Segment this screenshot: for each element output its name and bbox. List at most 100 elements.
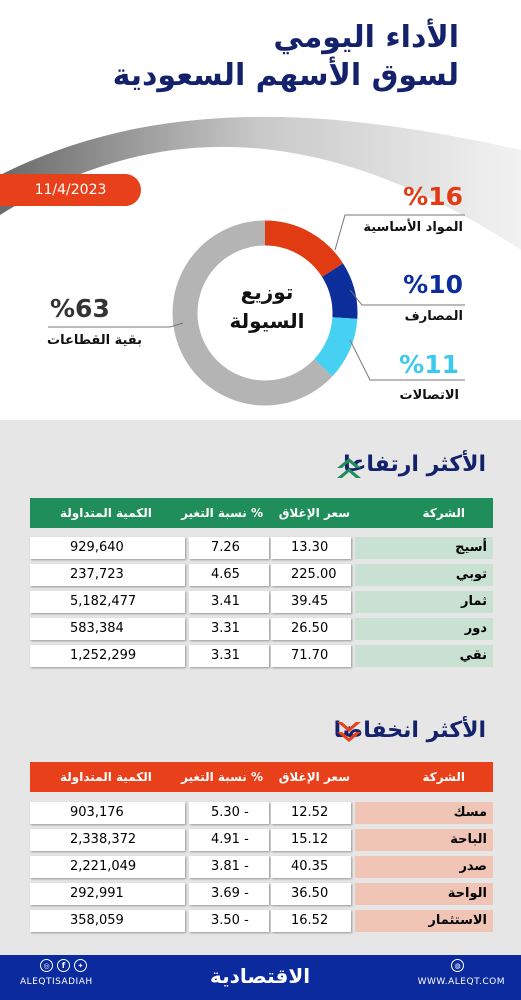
slice-label-banks: المصارف <box>404 309 463 324</box>
cell-close: 39.45 <box>271 591 351 613</box>
social-handle[interactable]: ALEQTISADIAH <box>20 977 93 987</box>
leader-line-others <box>48 322 184 328</box>
cell-company: أسيج <box>355 537 493 559</box>
cell-qty-text: 237,723 <box>70 567 124 582</box>
cell-close: 71.70 <box>271 645 351 667</box>
slice-label-telecom: الاتصالات <box>399 388 459 403</box>
col-header-close: سعر الإغلاق <box>278 770 350 784</box>
cell-change-text: 3.41 <box>211 594 240 609</box>
facebook-icon[interactable]: f <box>57 959 70 972</box>
footer-bar: ◎ f ✦ ALEQTISADIAH الاقتصادية ◍ WWW.ALEQ… <box>0 955 521 1000</box>
cell-company-text: الواحة <box>447 886 487 901</box>
cell-company-text: مسك <box>453 805 487 820</box>
cell-change-text: 3.69 - <box>211 886 249 901</box>
cell-change-text: 7.26 <box>211 540 240 555</box>
cell-qty-text: 929,640 <box>70 540 124 555</box>
col-header-change: نسبة التغير % <box>181 770 263 784</box>
website-link[interactable]: WWW.ALEQT.COM <box>417 977 505 987</box>
page-title-line1: الأداء اليومي <box>273 20 459 55</box>
cell-close-text: 71.70 <box>291 648 329 663</box>
cell-qty: 292,991 <box>30 883 185 905</box>
cell-company-text: الاستثمار <box>428 913 487 928</box>
cell-company-text: أسيج <box>455 540 487 555</box>
col-header-close: سعر الإغلاق <box>278 506 350 520</box>
cell-close: 36.50 <box>271 883 351 905</box>
brand-logo: الاقتصادية <box>210 964 311 988</box>
table-row: 237,723 4.65 225.00 توبي <box>30 564 493 586</box>
donut-leader-lines <box>48 214 465 381</box>
cell-company-text: دور <box>464 621 487 636</box>
cell-close-text: 26.50 <box>291 621 329 636</box>
cell-close-text: 40.35 <box>291 859 329 874</box>
cell-close: 225.00 <box>271 564 351 586</box>
col-header-qty: الكمية المتداولة <box>60 506 152 520</box>
cell-close: 12.52 <box>271 802 351 824</box>
cell-qty: 929,640 <box>30 537 185 559</box>
cell-company-text: نقي <box>459 648 487 663</box>
cell-company: دور <box>355 618 493 640</box>
table-row: 583,384 3.31 26.50 دور <box>30 618 493 640</box>
table-row: 1,252,299 3.31 71.70 نقي <box>30 645 493 667</box>
donut-title-line2: السيولة <box>229 309 305 333</box>
cell-qty: 237,723 <box>30 564 185 586</box>
page-title-line2: لسوق الأسهم السعودية <box>112 58 459 93</box>
cell-change-text: 3.81 - <box>211 859 249 874</box>
donut-center-title: توزيع السيولة <box>222 278 312 336</box>
cell-qty: 2,221,049 <box>30 856 185 878</box>
table-row: 903,176 5.30 - 12.52 مسك <box>30 802 493 824</box>
cell-qty-text: 358,059 <box>70 913 124 928</box>
cell-change-text: 3.50 - <box>211 913 249 928</box>
cell-close: 15.12 <box>271 829 351 851</box>
cell-change-text: 4.91 - <box>211 832 249 847</box>
cell-company-text: صدر <box>459 859 487 874</box>
twitter-icon[interactable]: ✦ <box>74 959 87 972</box>
cell-close-text: 36.50 <box>291 886 329 901</box>
cell-company-text: ثمار <box>461 594 487 609</box>
cell-company: الاستثمار <box>355 910 493 932</box>
cell-change-text: 3.31 <box>211 621 240 636</box>
gainers-title: الأكثر ارتفاعا <box>343 452 486 477</box>
cell-close: 16.52 <box>271 910 351 932</box>
cell-close-text: 13.30 <box>291 540 329 555</box>
cell-company: الواحة <box>355 883 493 905</box>
slice-label-others: بقية القطاعات <box>47 333 143 348</box>
cell-change: 3.81 - <box>189 856 269 878</box>
table-row: 2,338,372 4.91 - 15.12 الباحة <box>30 829 493 851</box>
cell-change-text: 4.65 <box>211 567 240 582</box>
cell-change: 4.91 - <box>189 829 269 851</box>
slice-pct-others: %63 <box>50 294 110 323</box>
header-swoosh <box>0 0 521 250</box>
cell-close-text: 12.52 <box>291 805 329 820</box>
slice-pct-banks: %10 <box>403 270 463 299</box>
cell-company-text: توبي <box>455 567 487 582</box>
col-header-change: نسبة التغير % <box>181 506 263 520</box>
cell-close: 26.50 <box>271 618 351 640</box>
leader-line-materials <box>334 214 465 251</box>
up-arrows-icon <box>337 458 361 478</box>
cell-company: توبي <box>355 564 493 586</box>
donut-title-line1: توزيع <box>240 280 294 304</box>
cell-qty-text: 2,221,049 <box>70 859 137 874</box>
cell-qty-text: 583,384 <box>70 621 124 636</box>
cell-company: مسك <box>355 802 493 824</box>
cell-qty-text: 5,182,477 <box>70 594 137 609</box>
slice-pct-materials: %16 <box>403 182 463 211</box>
leader-line-banks <box>349 289 465 306</box>
cell-close: 13.30 <box>271 537 351 559</box>
table-row: 2,221,049 3.81 - 40.35 صدر <box>30 856 493 878</box>
globe-icon[interactable]: ◍ <box>451 959 464 972</box>
losers-table-header: الشركة سعر الإغلاق نسبة التغير % الكمية … <box>30 762 493 792</box>
table-row: 5,182,477 3.41 39.45 ثمار <box>30 591 493 613</box>
social-icons: ◎ f ✦ <box>40 959 87 972</box>
instagram-icon[interactable]: ◎ <box>40 959 53 972</box>
slice-pct-telecom: %11 <box>399 350 459 379</box>
cell-qty: 903,176 <box>30 802 185 824</box>
cell-qty: 2,338,372 <box>30 829 185 851</box>
cell-change: 3.50 - <box>189 910 269 932</box>
table-row: 929,640 7.26 13.30 أسيج <box>30 537 493 559</box>
cell-qty: 583,384 <box>30 618 185 640</box>
date-badge: 11/4/2023 <box>0 174 141 206</box>
table-row: 358,059 3.50 - 16.52 الاستثمار <box>30 910 493 932</box>
cell-qty: 5,182,477 <box>30 591 185 613</box>
col-header-company: الشركة <box>422 770 465 784</box>
